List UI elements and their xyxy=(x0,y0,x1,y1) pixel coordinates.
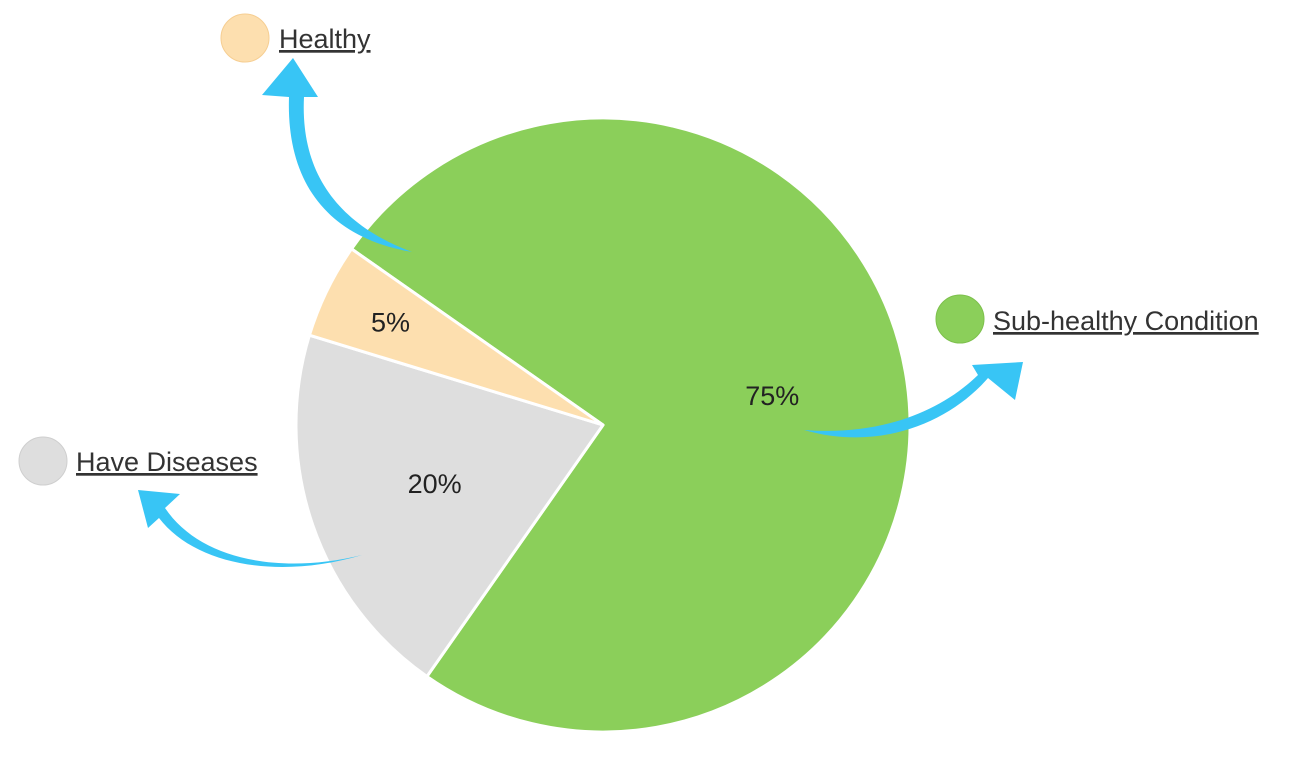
legend-callouts: Healthy Sub-healthy Condition Have Disea… xyxy=(18,13,1259,486)
legend-dot-sub-healthy xyxy=(935,294,985,344)
legend-dot-healthy xyxy=(220,13,270,63)
pie-slice-healthy xyxy=(307,247,605,427)
legend-item-healthy: Healthy xyxy=(220,13,371,63)
callout-arrows xyxy=(138,58,1023,567)
legend-dot-have-diseases xyxy=(18,436,68,486)
legend-label-have-diseases: Have Diseases xyxy=(76,447,258,477)
pie-slice-sub-healthy-condition xyxy=(350,116,912,734)
arrow-icon-healthy xyxy=(262,58,412,252)
slice-label-have-diseases: 20% xyxy=(408,469,462,499)
slice-value-labels: 75% 20% 5% xyxy=(371,307,799,499)
slice-label-healthy: 5% xyxy=(371,307,410,337)
legend-item-have-diseases: Have Diseases xyxy=(18,436,258,486)
pie-slice-have-diseases xyxy=(294,333,605,678)
legend-label-sub-healthy: Sub-healthy Condition xyxy=(993,306,1259,336)
slice-label-sub-healthy-condition: 75% xyxy=(745,381,799,411)
arrow-icon-have-diseases xyxy=(138,490,362,567)
legend-item-sub-healthy: Sub-healthy Condition xyxy=(935,294,1259,344)
pie-slices xyxy=(294,116,912,734)
arrow-icon-sub-healthy xyxy=(804,362,1023,438)
legend-label-healthy: Healthy xyxy=(279,24,371,54)
